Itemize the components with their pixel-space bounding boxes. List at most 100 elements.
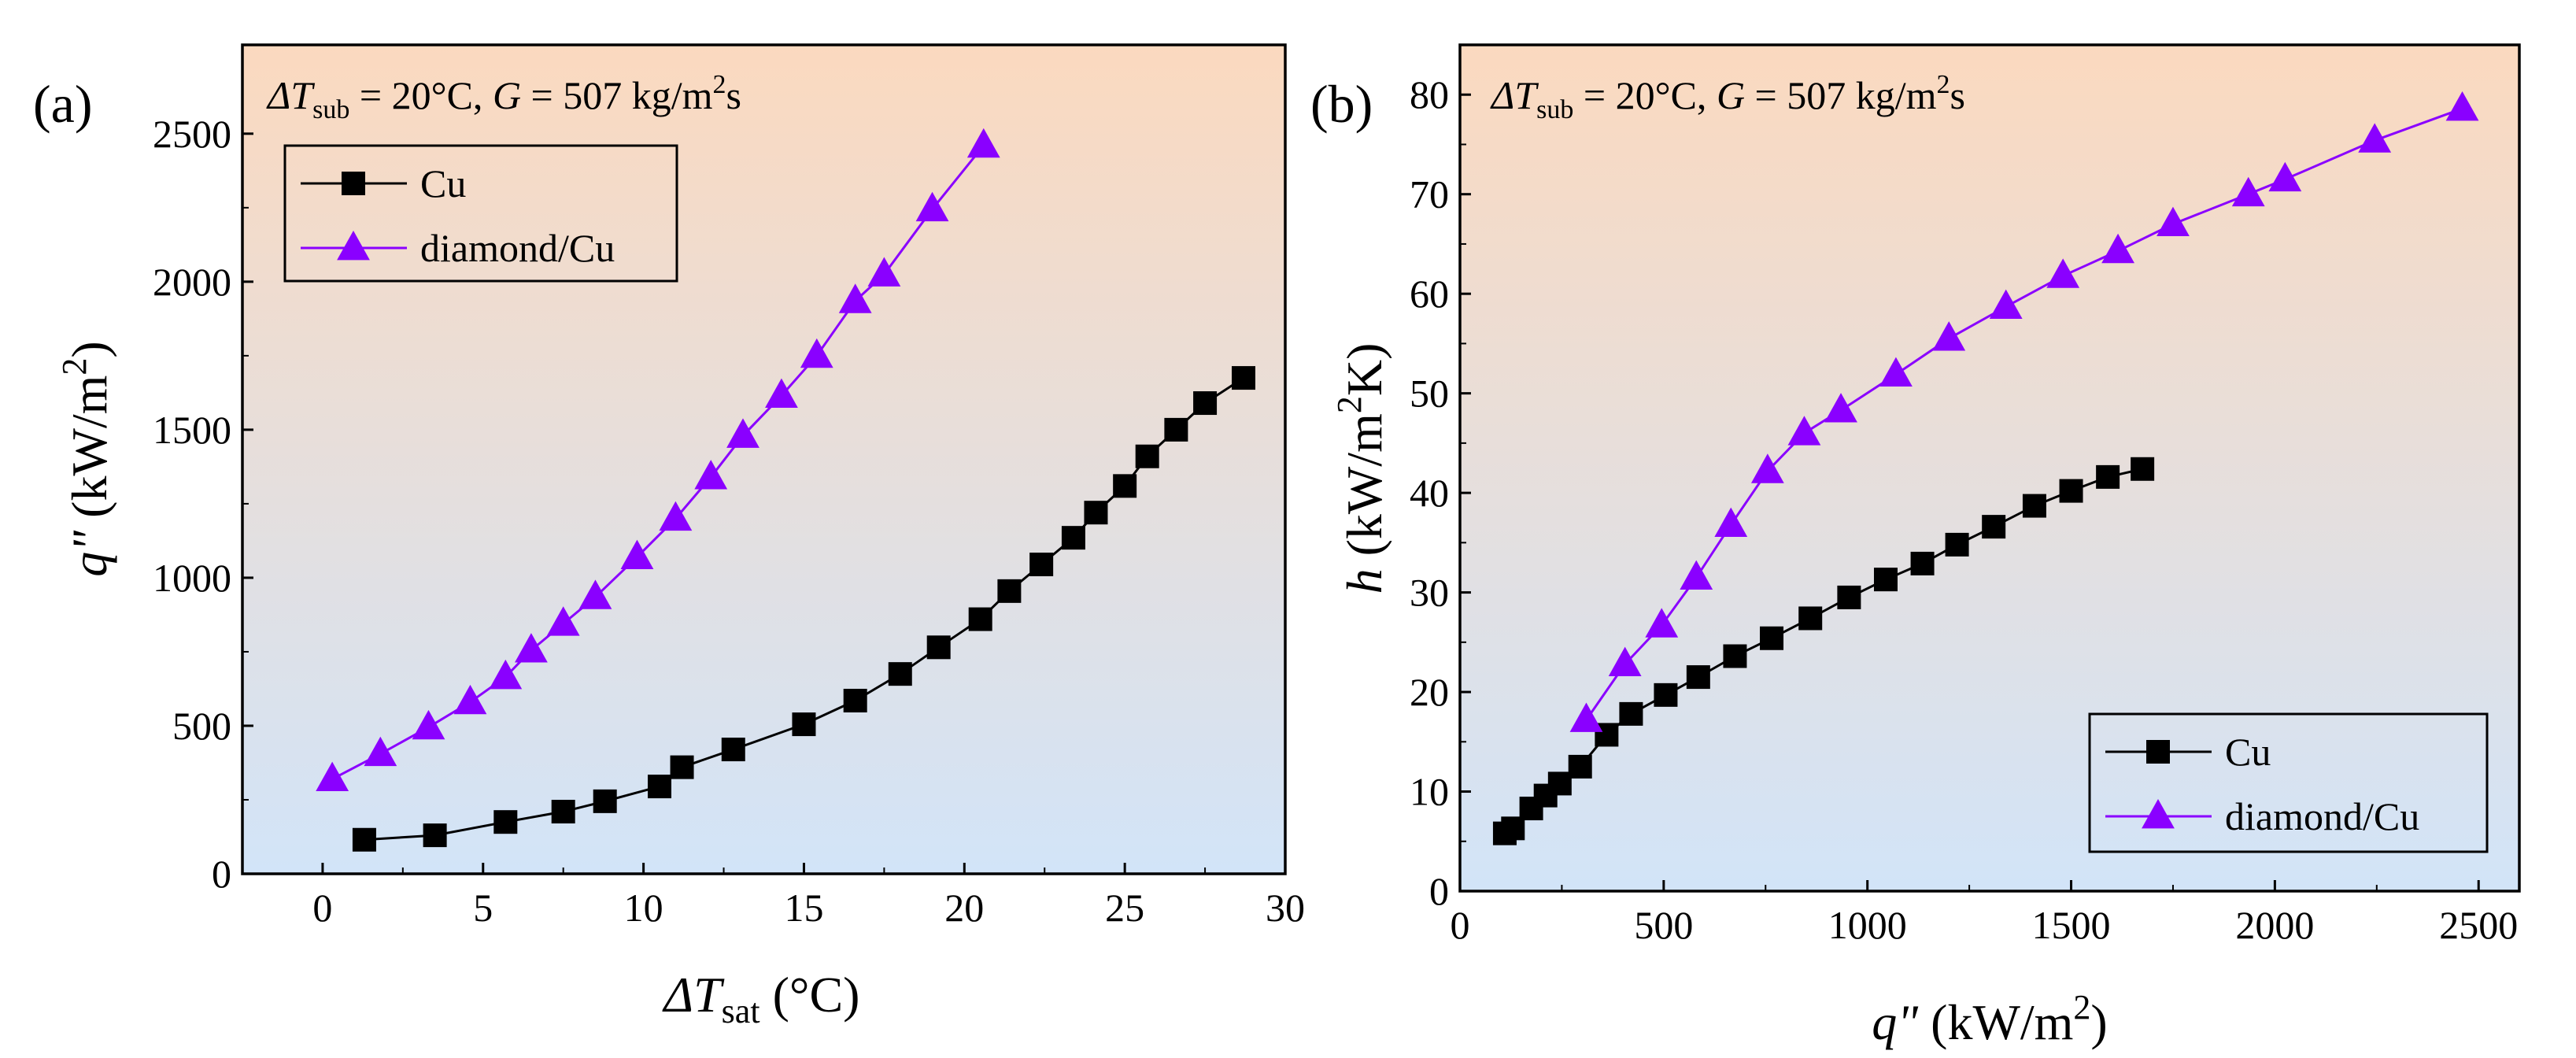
y-tick-label: 1500 [153, 408, 231, 452]
x-tick-label: 2000 [2235, 903, 2314, 947]
text-span: = 20°C, [349, 73, 493, 117]
diamond-cu-data-point [2445, 91, 2479, 121]
cu-data-point [1619, 701, 1643, 726]
text-span: 2 [1330, 396, 1369, 413]
diamond-cu-data-point [316, 761, 349, 792]
diamond-cu-data-point [620, 539, 654, 570]
cu-data-point [423, 823, 447, 848]
y-tick-label: 30 [1410, 571, 1449, 615]
diamond-cu-data-point [800, 338, 833, 368]
text-span: ) [61, 341, 117, 357]
text-span: G [493, 73, 521, 117]
text-span: ΔT [1490, 73, 1539, 117]
cu-data-point [926, 635, 951, 660]
x-tick-label: 1500 [2032, 903, 2111, 947]
panel-label: (b) [1310, 74, 1373, 134]
y-tick-label: 10 [1410, 770, 1449, 814]
diamond-cu-data-point [1750, 453, 1784, 483]
x-tick-label: 5 [473, 886, 493, 930]
cu-data-point [1982, 515, 2006, 539]
y-tick-label: 500 [172, 704, 231, 748]
legend-box [2088, 712, 2489, 853]
cu-data-point [843, 688, 867, 712]
diamond-cu-data-point [453, 684, 487, 715]
y-tick-label: 1000 [153, 556, 231, 600]
cu-data-point [1232, 366, 1255, 390]
y-axis-label: h (kW/m2K) [1330, 343, 1392, 594]
diamond-cu-data-point [867, 257, 901, 287]
cu-data-point [1837, 585, 1861, 609]
cu-data-point [1798, 606, 1823, 631]
diamond-cu-data-point [337, 231, 370, 261]
text-span: sub [312, 95, 349, 124]
diamond-cu-data-point [1879, 357, 1913, 387]
diamond-cu-data-point [2231, 176, 2265, 207]
diamond-cu-data-point [1787, 416, 1821, 446]
series-line-cu [364, 376, 1244, 842]
cu-data-point [1910, 551, 1935, 575]
cu-data-point [888, 662, 912, 686]
cu-data-point [2146, 740, 2170, 764]
cu-data-point [1568, 754, 1592, 779]
text-span: (kW/m [1918, 994, 2073, 1050]
diamond-cu-data-point [578, 579, 612, 609]
text-span: s [1950, 73, 1965, 117]
diamond-cu-data-point [915, 191, 949, 222]
legend-label: Cu [2225, 730, 2271, 774]
cu-data-point [551, 800, 575, 824]
text-span: G [1717, 73, 1745, 117]
text-span: h [1336, 568, 1392, 594]
text-span: = 507 kg/m [521, 73, 713, 117]
cu-data-point [997, 579, 1022, 603]
y-tick-label: 40 [1410, 471, 1449, 515]
cu-data-point [2059, 479, 2083, 503]
text-span: (kW/m [61, 375, 117, 531]
x-tick-label: 20 [944, 886, 984, 930]
x-tick-label: 1000 [1828, 903, 1907, 947]
panel-label: (a) [33, 74, 92, 134]
plot-frame [241, 43, 1287, 875]
cu-data-point [1945, 532, 1969, 557]
x-tick-label: 25 [1105, 886, 1144, 930]
diamond-cu-data-point [546, 606, 580, 636]
y-axis-label: q" (kW/m2) [55, 341, 117, 576]
diamond-cu-data-point [2157, 206, 2190, 237]
text-span: sub [1536, 95, 1573, 124]
diamond-cu-data-point [1569, 702, 1603, 732]
diamond-cu-data-point [1824, 393, 1857, 423]
legend-label: diamond/Cu [2225, 794, 2419, 838]
diamond-cu-data-point [1608, 646, 1642, 677]
diamond-cu-data-point [2268, 161, 2302, 192]
y-tick-label: 80 [1410, 72, 1449, 117]
text-span: 2 [55, 358, 94, 375]
cu-data-point [352, 827, 376, 852]
cu-data-point [2022, 494, 2046, 518]
cu-data-point [670, 755, 694, 779]
plot-background [242, 45, 1285, 874]
x-tick-label: 10 [624, 886, 663, 930]
x-tick-label: 0 [312, 886, 332, 930]
text-span: ΔT [662, 967, 726, 1023]
legend-label: Cu [420, 161, 466, 205]
diamond-cu-data-point [515, 633, 548, 663]
condition-annotation: ΔTsub = 20°C, G = 507 kg/m2s [1490, 70, 1965, 124]
cu-data-point [968, 607, 992, 631]
x-axis-label: q" (kW/m2) [1872, 988, 2107, 1050]
text-span: = 507 kg/m [1745, 73, 1937, 117]
diamond-cu-data-point [966, 128, 1000, 158]
cu-data-point [1686, 665, 1710, 690]
y-tick-label: 60 [1410, 272, 1449, 316]
cu-data-point [342, 172, 365, 195]
y-tick-label: 0 [212, 852, 231, 896]
diamond-cu-data-point [489, 659, 523, 690]
x-tick-label: 15 [784, 886, 823, 930]
x-axis-label: ΔTsat (°C) [662, 967, 860, 1030]
text-span: 2 [2073, 988, 2090, 1027]
y-tick-label: 2500 [153, 112, 231, 156]
condition-annotation: ΔTsub = 20°C, G = 507 kg/m2s [266, 70, 741, 124]
text-span: 2 [713, 70, 726, 99]
diamond-cu-data-point [2358, 123, 2392, 153]
cu-data-point [1084, 501, 1108, 525]
cu-data-point [593, 789, 617, 813]
